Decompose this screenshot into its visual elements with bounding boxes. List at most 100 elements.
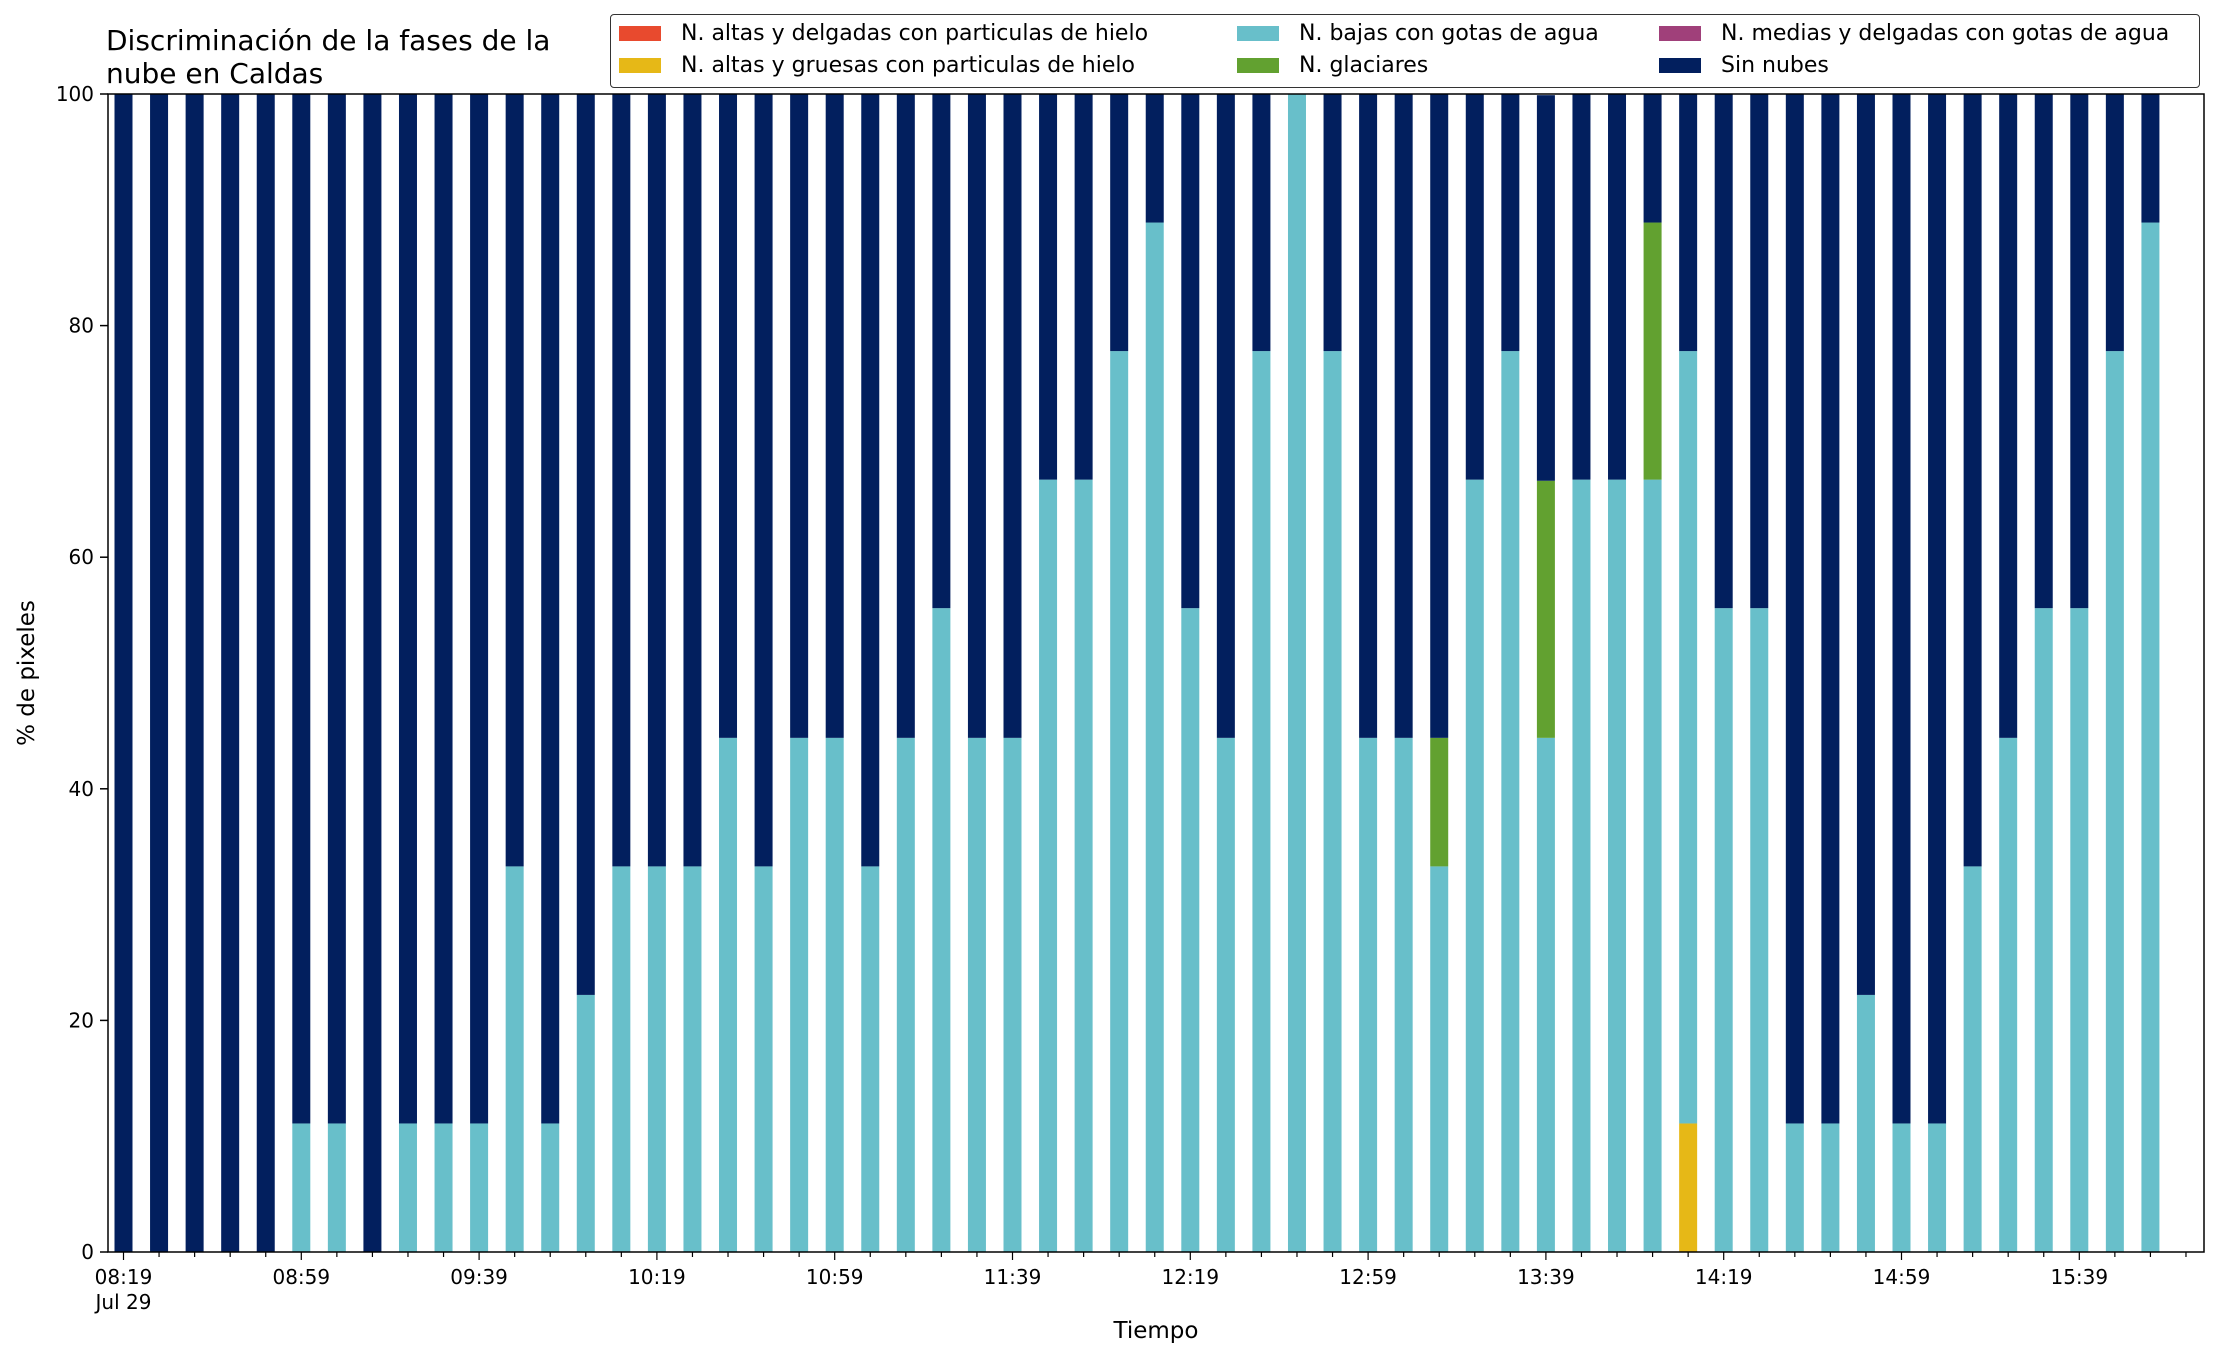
bar-segment (1110, 94, 1129, 352)
bar-segment (470, 94, 489, 1124)
bar-segment (1145, 222, 1164, 1252)
legend-item: N. altas y gruesas con particulas de hie… (619, 53, 1135, 78)
bar-segment (505, 94, 524, 867)
bar-segment (1287, 94, 1306, 1252)
bar-segment (967, 737, 986, 1252)
bar-segment (1572, 479, 1591, 1252)
x-tick-label: 08:59 (272, 1265, 330, 1289)
y-tick-label: 60 (69, 545, 94, 569)
bar-segment (1785, 1123, 1804, 1252)
y-tick-label: 40 (69, 777, 94, 801)
bar-segment (1216, 737, 1235, 1252)
legend-item: N. glaciares (1237, 53, 1428, 78)
bar-segment (2105, 351, 2124, 1253)
bar-segment (150, 94, 169, 1252)
bar-segment (2105, 94, 2124, 352)
bar-segment (1785, 94, 1804, 1124)
bar-segment (1252, 351, 1271, 1253)
axes-group: 0 20 40 60 80 100 08:19 08:59 09:39 10:19 10:59 11:… (14, 82, 2205, 1344)
bar-segment (1039, 94, 1058, 480)
legend-label: N. altas y delgadas con particulas de hi… (681, 21, 1149, 46)
legend-swatch (1237, 58, 1279, 73)
bar-segment (1821, 1123, 1840, 1252)
bar-segment (434, 94, 453, 1124)
x-tick-label: 08:19 (95, 1265, 153, 1289)
bar-segment (1181, 94, 1200, 609)
bar-segment (1714, 608, 1733, 1252)
bar-segment (896, 94, 915, 738)
bar-segment (1252, 94, 1271, 352)
legend-item: N. medias y delgadas con gotas de agua (1659, 21, 2169, 46)
x-tick-date-label: Jul 29 (94, 1290, 152, 1314)
bar-segment (932, 608, 951, 1252)
y-tick-label: 0 (81, 1240, 94, 1264)
bar-segment (1856, 94, 1875, 995)
bar-segment (754, 866, 773, 1252)
bar-segment (2034, 608, 2053, 1252)
bar-segment (932, 94, 951, 609)
bar-segment (1679, 351, 1698, 1124)
x-tick-label: 15:39 (2050, 1265, 2108, 1289)
bar-segment (470, 1123, 489, 1252)
bar-segment (1501, 94, 1520, 352)
bar-segment (1039, 479, 1058, 1252)
plot-frame (107, 93, 2205, 1253)
legend-label: Sin nubes (1721, 53, 1829, 78)
bar-segment (825, 94, 844, 738)
bar-segment (612, 866, 631, 1252)
bar-segment (221, 94, 240, 1252)
legend-item: Sin nubes (1659, 53, 1829, 78)
bar-segment (505, 866, 524, 1252)
bar-segment (1750, 94, 1769, 609)
bar-segment (825, 737, 844, 1252)
bar-segment (1679, 1123, 1698, 1252)
x-axis-label: Tiempo (1113, 1318, 1199, 1344)
bar-segment (1003, 737, 1022, 1252)
bar-segment (612, 94, 631, 867)
bar-segment (683, 866, 702, 1252)
bar-segment (292, 1123, 311, 1252)
x-tick-label: 14:19 (1695, 1265, 1753, 1289)
bar-segment (434, 1123, 453, 1252)
legend-swatch (1659, 26, 1701, 41)
bar-segment (1892, 94, 1911, 1124)
bar-segment (2141, 94, 2160, 223)
y-tick-label: 80 (69, 314, 94, 338)
bar-segment (1536, 480, 1555, 738)
bar-segment (1536, 737, 1555, 1252)
legend-label: N. bajas con gotas de agua (1299, 21, 1599, 46)
bar-segment (683, 94, 702, 867)
bar-segment (541, 94, 560, 1124)
bar-segment (790, 737, 809, 1252)
bar-segment (185, 94, 204, 1252)
bars-group (114, 94, 2160, 1253)
bar-segment (2070, 94, 2089, 609)
bar-segment (790, 94, 809, 738)
bar-segment (719, 737, 738, 1252)
legend-swatch (1237, 26, 1279, 41)
bar-segment (967, 94, 986, 738)
bar-segment (1928, 1123, 1947, 1252)
x-tick-label: 12:19 (1161, 1265, 1219, 1289)
bar-segment (1394, 737, 1413, 1252)
bar-segment (647, 866, 666, 1252)
y-axis-label: % de pixeles (14, 600, 40, 746)
bar-segment (861, 94, 880, 867)
x-tick-label: 12:59 (1339, 1265, 1397, 1289)
bar-segment (1110, 351, 1129, 1253)
bar-segment (1963, 94, 1982, 867)
bar-segment (2070, 608, 2089, 1252)
legend: N. altas y delgadas con particulas de hi… (610, 14, 2200, 88)
y-tick-label: 20 (69, 1008, 94, 1032)
bar-segment (1074, 479, 1093, 1252)
bar-segment (896, 737, 915, 1252)
legend-label: N. medias y delgadas con gotas de agua (1721, 21, 2170, 46)
x-tick-label: 09:39 (450, 1265, 508, 1289)
bar-segment (363, 94, 382, 1252)
x-tick-label: 13:39 (1517, 1265, 1575, 1289)
bar-segment (1750, 608, 1769, 1252)
bar-segment (1359, 94, 1378, 738)
bar-segment (1821, 94, 1840, 1124)
bar-segment (1501, 351, 1520, 1253)
bar-segment (1465, 479, 1484, 1252)
